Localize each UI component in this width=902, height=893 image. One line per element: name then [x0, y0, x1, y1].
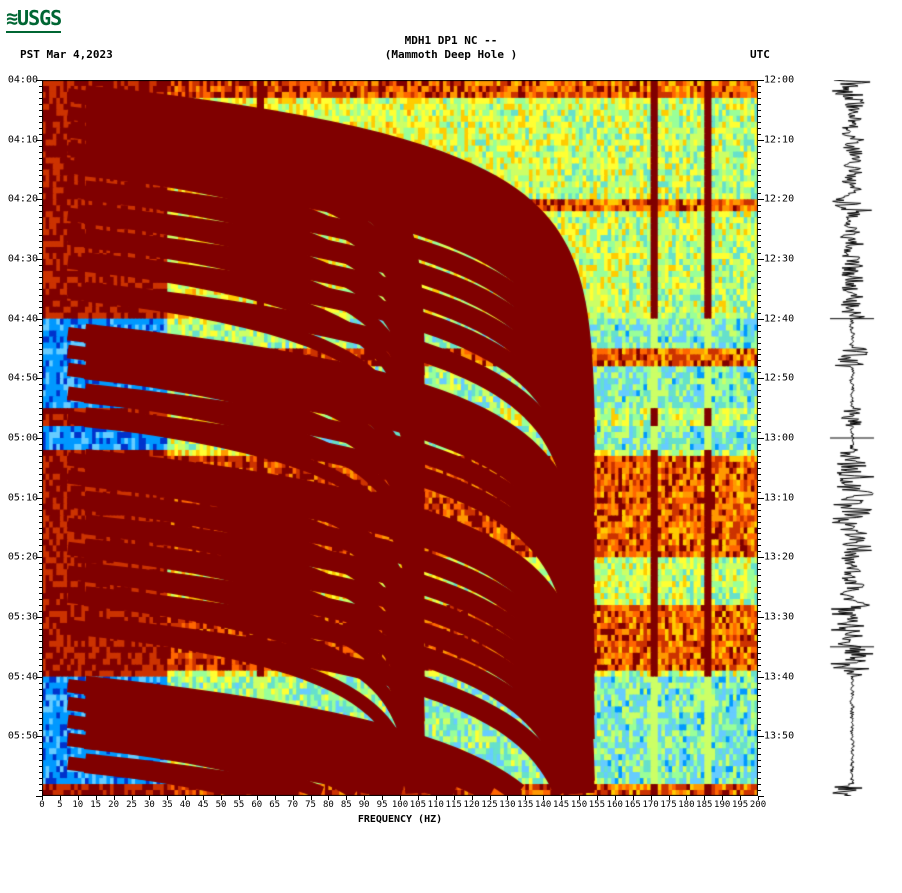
y-tick-left: 05:10	[2, 492, 38, 503]
x-tick: 105	[410, 800, 426, 810]
x-tick: 50	[216, 800, 227, 810]
x-tick: 0	[39, 800, 44, 810]
x-axis-label: FREQUENCY (HZ)	[0, 814, 800, 825]
x-tick: 155	[589, 800, 605, 810]
x-tick: 80	[323, 800, 334, 810]
x-tick: 195	[732, 800, 748, 810]
y-tick-left: 05:00	[2, 433, 38, 444]
x-tick: 130	[499, 800, 515, 810]
y-tick-right: 12:10	[764, 134, 804, 145]
y-tick-right: 12:30	[764, 254, 804, 265]
x-tick: 90	[359, 800, 370, 810]
x-tick: 65	[269, 800, 280, 810]
x-tick: 165	[625, 800, 641, 810]
x-tick: 15	[90, 800, 101, 810]
right-utc-label: UTC	[750, 48, 770, 61]
y-tick-right: 13:00	[764, 433, 804, 444]
y-tick-left: 04:40	[2, 313, 38, 324]
x-tick: 100	[392, 800, 408, 810]
x-tick: 30	[144, 800, 155, 810]
x-tick: 145	[553, 800, 569, 810]
x-tick: 95	[377, 800, 388, 810]
y-tick-left: 04:30	[2, 254, 38, 265]
y-tick-right: 13:20	[764, 552, 804, 563]
x-tick: 160	[607, 800, 623, 810]
x-tick: 35	[162, 800, 173, 810]
y-tick-left: 04:10	[2, 134, 38, 145]
x-tick: 60	[251, 800, 262, 810]
y-tick-right: 12:50	[764, 373, 804, 384]
chart-title: MDH1 DP1 NC --	[0, 34, 902, 47]
y-tick-right: 13:10	[764, 492, 804, 503]
y-tick-right: 12:40	[764, 313, 804, 324]
x-tick: 150	[571, 800, 587, 810]
x-tick: 110	[428, 800, 444, 810]
y-tick-left: 05:40	[2, 671, 38, 682]
seismogram-trace	[812, 80, 892, 796]
x-tick: 200	[750, 800, 766, 810]
y-tick-left: 04:20	[2, 194, 38, 205]
spectrogram-plot	[42, 80, 758, 796]
x-tick: 25	[126, 800, 137, 810]
y-tick-left: 04:00	[2, 75, 38, 86]
seismogram-canvas	[812, 80, 892, 796]
x-tick: 120	[463, 800, 479, 810]
x-tick: 115	[446, 800, 462, 810]
spectrogram-canvas	[42, 80, 758, 796]
x-tick: 75	[305, 800, 316, 810]
y-tick-left: 05:50	[2, 731, 38, 742]
y-tick-left: 05:30	[2, 612, 38, 623]
y-tick-right: 12:20	[764, 194, 804, 205]
left-timezone-label: PST Mar 4,2023	[20, 48, 113, 61]
x-tick: 125	[481, 800, 497, 810]
x-tick: 140	[535, 800, 551, 810]
y-tick-left: 04:50	[2, 373, 38, 384]
usgs-logo: ≋USGS	[6, 6, 61, 33]
x-tick: 70	[287, 800, 298, 810]
x-tick: 135	[517, 800, 533, 810]
x-tick: 180	[678, 800, 694, 810]
x-tick: 45	[198, 800, 209, 810]
y-tick-right: 13:50	[764, 731, 804, 742]
x-tick: 20	[108, 800, 119, 810]
x-tick: 185	[696, 800, 712, 810]
x-tick: 40	[180, 800, 191, 810]
x-tick: 5	[57, 800, 62, 810]
y-tick-right: 13:40	[764, 671, 804, 682]
x-tick: 55	[233, 800, 244, 810]
y-tick-left: 05:20	[2, 552, 38, 563]
x-tick: 85	[341, 800, 352, 810]
x-tick: 190	[714, 800, 730, 810]
y-tick-right: 12:00	[764, 75, 804, 86]
x-tick: 170	[642, 800, 658, 810]
y-tick-right: 13:30	[764, 612, 804, 623]
x-tick: 175	[660, 800, 676, 810]
x-tick: 10	[72, 800, 83, 810]
